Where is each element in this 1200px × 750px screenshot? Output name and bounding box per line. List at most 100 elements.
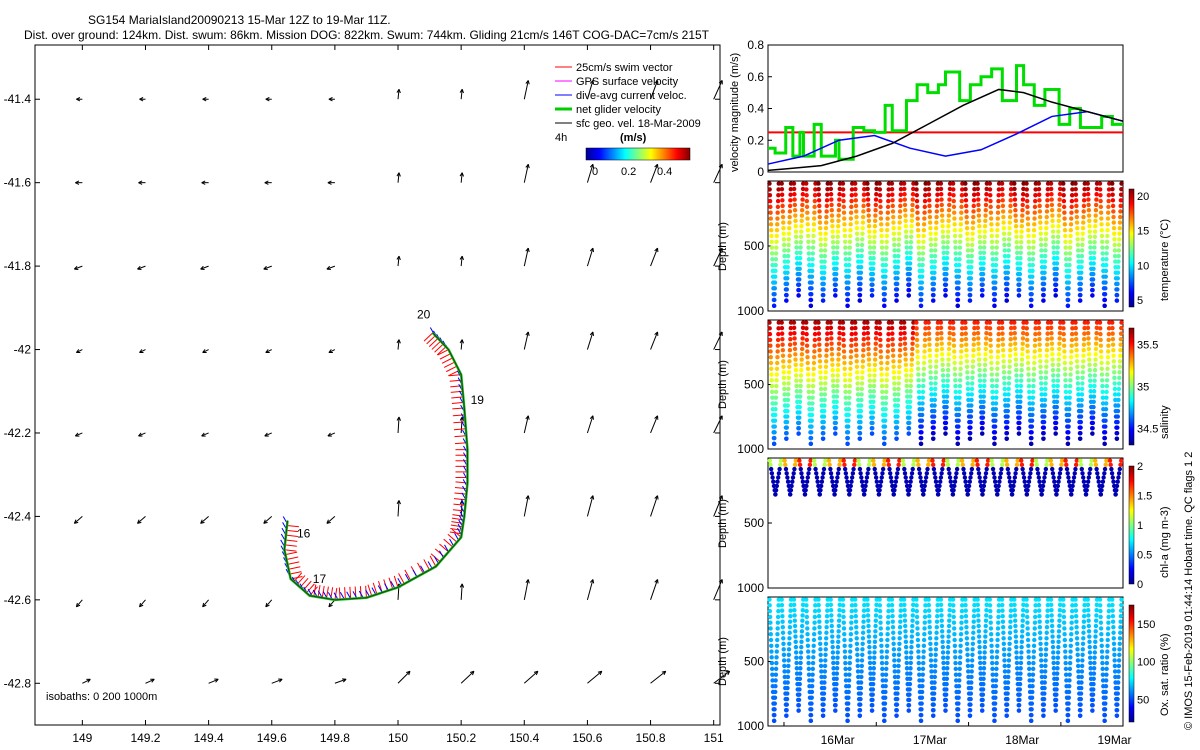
section-point: [878, 355, 884, 360]
section-point: [959, 193, 965, 198]
section-point: [1112, 392, 1118, 397]
section-point: [1118, 214, 1123, 220]
section-point: [1001, 636, 1006, 641]
map-x-tick-label: 149.4: [194, 731, 224, 745]
section-point: [1056, 634, 1061, 639]
section-point: [870, 426, 875, 431]
section-point: [870, 282, 875, 287]
section-point: [788, 336, 793, 342]
section-point: [1075, 658, 1081, 663]
section-point: [1017, 415, 1022, 420]
section-point: [969, 403, 974, 408]
section-point: [791, 181, 797, 186]
section-point: [940, 223, 945, 229]
section-point: [966, 483, 972, 489]
section-point: [825, 602, 830, 608]
section-point: [866, 346, 871, 352]
section-point: [1057, 330, 1063, 336]
section-point: [915, 210, 920, 215]
section-point: [1025, 198, 1030, 204]
section-point: [943, 426, 948, 431]
section-point: [1045, 458, 1050, 463]
section-point: [982, 479, 987, 484]
vector-arrow: [523, 80, 529, 100]
section-point: [1093, 341, 1099, 346]
section-point: [1019, 373, 1024, 378]
section-point: [842, 233, 848, 239]
section-point: [1055, 245, 1060, 250]
section-point: [780, 613, 785, 619]
section-point: [919, 430, 924, 435]
vector-arrow: [137, 265, 146, 270]
section-point: [897, 364, 902, 370]
section-point: [926, 325, 932, 331]
section-point: [780, 353, 786, 358]
section-point: [820, 436, 826, 441]
section-point: [1067, 251, 1073, 256]
section-point: [811, 458, 817, 463]
section-colorbar: [1128, 465, 1135, 585]
time-tick-label: 18Mar: [1005, 733, 1039, 747]
title-line-2: Dist. over ground: 124km. Dist. swum: 86…: [24, 28, 710, 42]
section-point: [957, 395, 962, 400]
vector-arrow-head: [396, 416, 401, 421]
section-point: [894, 430, 899, 436]
section-point: [956, 683, 962, 689]
section-point: [921, 245, 926, 250]
section-point: [767, 320, 772, 325]
section-point: [1037, 619, 1042, 624]
section-point: [1099, 222, 1104, 227]
section-point: [933, 375, 938, 381]
section-point: [1012, 186, 1017, 192]
section-point: [818, 381, 824, 386]
section-point: [879, 227, 884, 233]
section-point: [864, 479, 869, 484]
section-point: [822, 680, 827, 685]
section-point: [909, 644, 914, 650]
section-point: [860, 364, 865, 370]
section-point: [1086, 623, 1092, 629]
section-point: [885, 637, 890, 643]
section-point: [1098, 193, 1103, 198]
section-point: [922, 337, 928, 343]
section-point: [977, 239, 983, 245]
section-point: [1103, 268, 1109, 274]
section-point: [941, 255, 947, 261]
vector-arrow: [326, 265, 336, 270]
section-point: [905, 255, 910, 261]
section-point: [995, 360, 1000, 366]
section-point: [1038, 364, 1043, 370]
section-point: [1078, 281, 1084, 287]
section-point: [1093, 639, 1098, 645]
section-point: [780, 209, 786, 214]
section-point: [1117, 641, 1122, 647]
section-point: [1005, 680, 1011, 685]
section-point: [1090, 426, 1095, 431]
section-point: [963, 602, 968, 608]
section-point: [1110, 331, 1115, 336]
section-point: [872, 357, 878, 362]
section-point: [988, 204, 993, 210]
section-point: [968, 475, 973, 480]
section-point: [982, 362, 988, 368]
section-point: [993, 401, 999, 406]
section-point: [1093, 346, 1099, 352]
section-point: [843, 401, 849, 406]
colorbar-label: temperature (°C): [1159, 219, 1171, 301]
section-point: [800, 325, 806, 331]
section-point: [796, 703, 802, 708]
vector-arrow-head: [138, 432, 143, 437]
section-point: [1017, 271, 1023, 277]
section-point: [797, 681, 802, 687]
section-point: [837, 192, 842, 197]
section-point: [890, 336, 895, 342]
section-point: [980, 420, 985, 426]
section-point: [978, 394, 983, 399]
section-point: [1031, 378, 1036, 383]
vector-arrow-head: [73, 519, 79, 524]
vector-arrow-head: [139, 602, 144, 608]
section-point: [821, 270, 827, 275]
section-point: [1087, 234, 1093, 240]
section-point: [1105, 366, 1110, 371]
